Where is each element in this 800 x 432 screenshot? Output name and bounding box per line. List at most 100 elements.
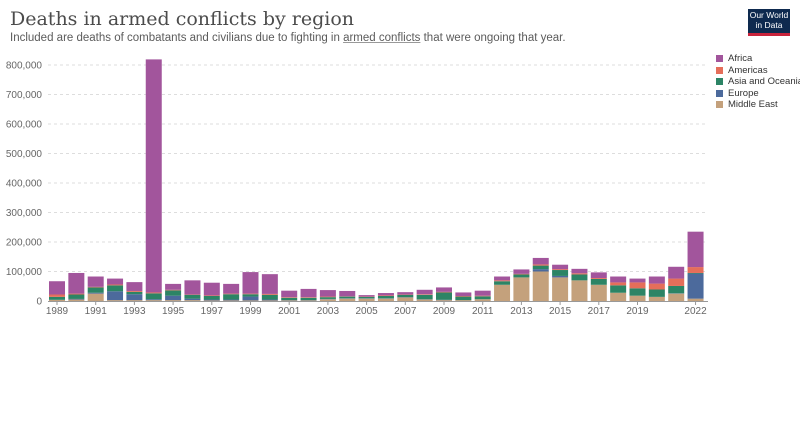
legend-item[interactable]: Americas: [716, 65, 800, 77]
bar-segment: [49, 296, 65, 300]
bar-segment: [87, 287, 104, 293]
bar-segment: [532, 271, 549, 301]
x-tick-label: 2019: [626, 306, 649, 317]
x-tick-label: 2001: [278, 306, 301, 317]
owid-logo[interactable]: Our World in Data: [748, 9, 790, 36]
bar-segment: [261, 274, 278, 294]
bar-segment: [165, 295, 182, 301]
legend-label: Africa: [728, 53, 753, 65]
bar-segment: [687, 273, 704, 299]
bar-segment: [126, 291, 143, 295]
bar-segment: [416, 299, 433, 301]
y-tick-label: 400,000: [6, 179, 43, 190]
armed-conflicts-link[interactable]: armed conflicts: [343, 32, 421, 44]
bar-segment: [281, 300, 298, 301]
bar-segment: [610, 276, 627, 283]
bar-segment: [203, 299, 220, 301]
bar-segment: [223, 293, 240, 295]
legend-swatch: [716, 66, 723, 74]
y-tick-label: 200,000: [6, 238, 43, 249]
bar-segment: [377, 295, 394, 299]
bar-segment: [145, 293, 162, 300]
y-tick-label: 600,000: [6, 120, 43, 131]
bar-segment: [319, 299, 336, 301]
bar-segment: [68, 298, 85, 300]
bar-segment: [668, 293, 685, 301]
bar-segment: [648, 289, 665, 297]
bar-segment: [416, 294, 433, 295]
bar-segment: [532, 269, 549, 272]
chart-title: Deaths in armed conflicts by region: [10, 8, 355, 30]
bar-segment: [687, 267, 704, 273]
bar-segment: [68, 272, 85, 294]
bar-segment: [87, 293, 104, 301]
legend-item[interactable]: Asia and Oceania: [716, 76, 800, 88]
bar-segment: [494, 276, 511, 281]
y-tick-label: 700,000: [6, 90, 43, 101]
y-tick-label: 800,000: [6, 61, 43, 72]
bar-segment: [571, 280, 588, 301]
y-tick-label: 300,000: [6, 208, 43, 219]
bar-segment: [629, 282, 646, 289]
legend-item[interactable]: Europe: [716, 88, 800, 100]
legend-item[interactable]: Middle East: [716, 99, 800, 111]
bar-segment: [242, 300, 259, 301]
bar-segment: [87, 286, 104, 288]
bar-segment: [184, 300, 201, 301]
bar-segment: [107, 291, 124, 301]
bar-segment: [436, 287, 452, 292]
bar-segment: [590, 277, 607, 279]
bar-segment: [107, 300, 124, 301]
bar-segment: [474, 295, 491, 297]
bar-segment: [223, 283, 240, 294]
bar-segment: [261, 300, 278, 301]
bar-segment: [319, 296, 336, 298]
bar-segment: [165, 300, 182, 301]
bar-segment: [68, 294, 85, 299]
bar-segment: [377, 298, 394, 301]
subtitle-text-start: Included are deaths of combatants and ci…: [10, 32, 344, 44]
bar-segment: [223, 300, 240, 301]
bar-segment: [571, 274, 588, 281]
bar-segment: [668, 285, 685, 294]
bar-segment: [513, 273, 530, 275]
bar-segment: [590, 272, 607, 278]
bar-segment: [668, 266, 685, 279]
bar-segment: [126, 282, 143, 291]
chart-legend: Africa Americas Asia and Oceania Europe Midd…: [716, 53, 800, 111]
bar-segment: [339, 290, 356, 297]
bar-segment: [68, 293, 85, 295]
x-tick-label: 1991: [85, 306, 108, 317]
bar-segment: [552, 277, 569, 301]
bar-segment: [648, 296, 665, 301]
bar-segment: [49, 281, 65, 295]
bar-segment: [494, 284, 511, 301]
x-tick-label: 1993: [123, 306, 146, 317]
x-tick-label: 1997: [201, 306, 224, 317]
bar-segment: [552, 275, 569, 278]
bar-segment: [107, 284, 124, 286]
bar-segment: [436, 292, 452, 300]
y-tick-label: 500,000: [6, 149, 43, 160]
bar-segment: [474, 299, 491, 301]
bar-segment: [165, 283, 182, 290]
x-tick-label: 2022: [684, 306, 707, 317]
bar-segment: [223, 294, 240, 300]
bar-segment: [339, 296, 356, 299]
bar-segment: [648, 283, 665, 290]
legend-label: Americas: [728, 64, 768, 76]
legend-item[interactable]: Africa: [716, 53, 800, 65]
bar-segment: [261, 299, 278, 301]
bar-segment: [610, 285, 627, 293]
bar-segment: [87, 292, 104, 294]
x-tick-label: 2017: [588, 306, 611, 317]
bar-segment: [203, 295, 220, 300]
bar-segment: [436, 291, 452, 293]
bar-segment: [552, 264, 569, 270]
x-tick-label: 2009: [433, 306, 456, 317]
bar-segment: [629, 295, 646, 301]
legend-label: Middle East: [728, 99, 778, 111]
bar-segment: [281, 290, 298, 298]
bar-segment: [416, 289, 433, 295]
